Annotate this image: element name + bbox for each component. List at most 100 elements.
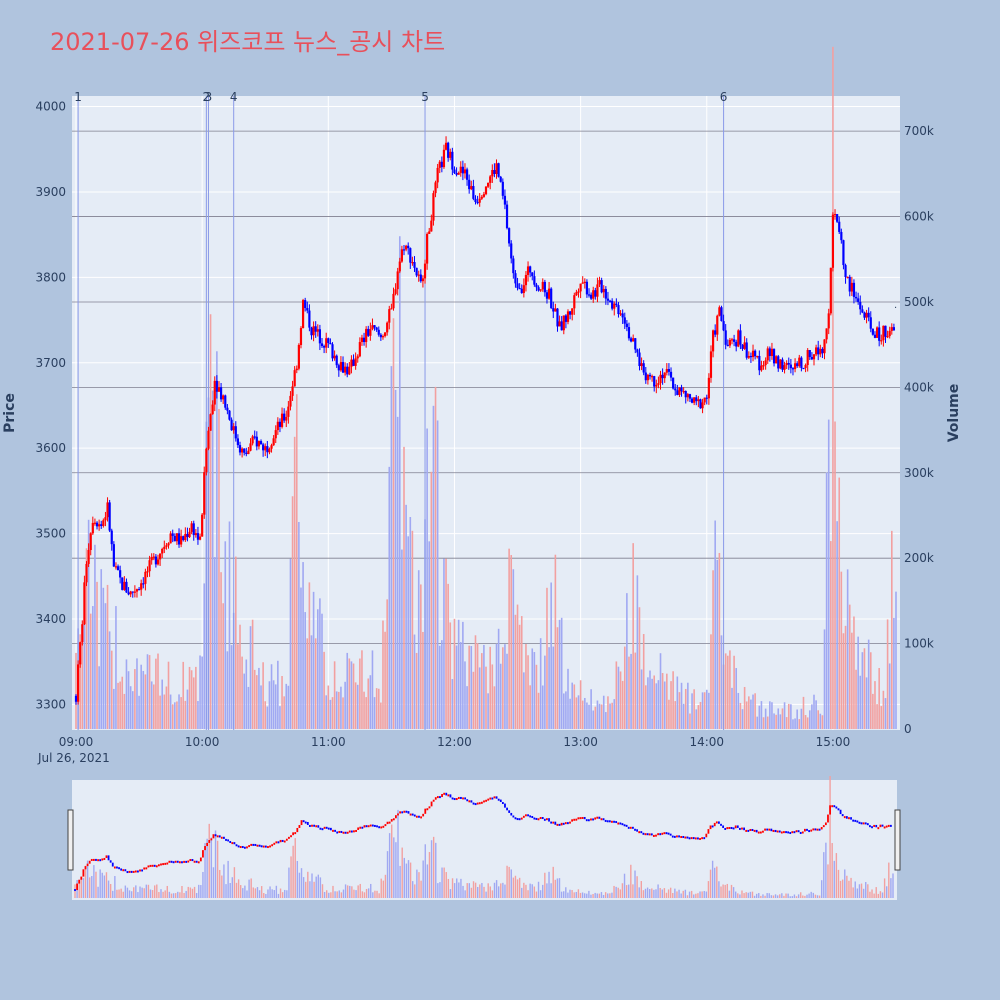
candle-body <box>274 430 277 439</box>
candle-body <box>85 563 88 583</box>
mini-volume-bar <box>783 895 785 898</box>
mini-candle <box>229 840 232 843</box>
volume-bar <box>451 679 454 729</box>
mini-candle <box>795 830 798 833</box>
candle-body <box>564 315 567 322</box>
candle-body <box>165 545 168 547</box>
mini-volume-bar <box>319 877 322 898</box>
mini-candle <box>539 817 542 820</box>
candle-body <box>810 357 813 360</box>
range-slider-left-handle[interactable] <box>67 809 74 871</box>
candle-body <box>737 330 740 347</box>
mini-candle <box>371 824 374 827</box>
candle-body <box>444 142 448 150</box>
mini-volume-bar <box>816 895 819 898</box>
mini-candle <box>636 829 639 832</box>
mini-candle <box>858 821 861 824</box>
candle-body <box>499 176 502 182</box>
mini-candle <box>256 844 259 847</box>
mini-candle <box>476 802 479 805</box>
mini-candle <box>319 827 322 830</box>
mini-candle <box>277 841 280 844</box>
candle-body <box>865 312 868 318</box>
candle-body <box>339 362 343 371</box>
mini-volume-bar <box>699 891 701 898</box>
mini-volume-bar <box>435 842 437 898</box>
candle-body <box>123 581 126 590</box>
volume-bar <box>474 635 477 729</box>
mini-candle <box>504 803 506 808</box>
volume-bar <box>888 663 891 729</box>
mini-volume-bar <box>378 893 380 898</box>
volume-bar <box>314 638 317 729</box>
mini-volume-bar <box>216 840 219 898</box>
volume-bar <box>403 446 405 729</box>
volume-bar <box>310 635 313 729</box>
volume-bar <box>602 695 605 729</box>
mini-volume-bar <box>560 891 563 898</box>
volume-bar <box>745 701 748 729</box>
mini-candle <box>856 820 859 823</box>
volume-bar <box>104 603 107 729</box>
mini-volume-bar <box>323 891 326 898</box>
volume-bar <box>571 682 574 729</box>
volume-bar <box>504 644 506 729</box>
mini-volume-bar <box>346 885 349 898</box>
mini-volume-bar <box>355 890 357 898</box>
news-marker-label: 6 <box>720 90 728 104</box>
volume-bar <box>520 616 523 729</box>
mini-volume-bar <box>642 890 645 898</box>
volume-bar <box>689 713 691 729</box>
range-slider[interactable] <box>67 776 901 900</box>
candle-body <box>146 571 149 573</box>
mini-candle <box>759 831 762 834</box>
mini-volume-bar <box>747 892 749 898</box>
mini-candle <box>346 831 349 834</box>
volume-bar <box>220 572 222 729</box>
mini-volume-bar <box>260 886 263 898</box>
mini-candle <box>321 828 324 831</box>
candle-body <box>280 413 284 427</box>
candle-body <box>476 201 479 204</box>
candle-body <box>718 307 721 316</box>
volume-bar <box>375 688 378 729</box>
volume-bar <box>840 571 843 729</box>
volume-bar <box>655 683 658 729</box>
volume-bar <box>811 704 813 729</box>
mini-volume-bar <box>349 885 351 898</box>
mini-candle <box>118 867 120 870</box>
mini-candle <box>537 818 540 821</box>
mini-candle <box>684 836 687 839</box>
mini-volume-bar <box>181 886 183 898</box>
mini-volume-bar <box>823 852 825 898</box>
mini-volume-bar <box>749 891 752 898</box>
mini-candle <box>590 818 592 821</box>
mini-candle <box>864 822 867 825</box>
volume-bar <box>363 691 365 729</box>
volume-bar <box>567 668 569 729</box>
mini-candle <box>527 814 529 817</box>
mini-volume-bar <box>179 892 181 898</box>
volume-bar <box>359 658 361 729</box>
mini-candle <box>325 826 328 829</box>
candle-body <box>154 556 157 565</box>
mini-candle <box>395 815 397 819</box>
mini-volume-bar <box>114 876 116 898</box>
mini-volume-bar <box>615 886 617 898</box>
candle-body <box>180 536 183 545</box>
mini-candle <box>374 824 376 827</box>
candle-body <box>188 531 191 538</box>
mini-candle <box>575 818 578 821</box>
volume-bar <box>178 694 180 729</box>
mini-candle <box>879 824 882 828</box>
mini-volume-bar <box>388 833 391 898</box>
volume-bar <box>539 638 542 729</box>
mini-volume-bar <box>359 883 361 898</box>
candle-body <box>236 438 239 446</box>
volume-bar <box>285 683 288 729</box>
mini-volume-bar <box>305 881 307 898</box>
range-slider-right-handle[interactable] <box>894 809 901 871</box>
candle-body <box>730 339 734 341</box>
mini-volume-bar <box>558 878 561 898</box>
candle-body <box>503 195 507 205</box>
